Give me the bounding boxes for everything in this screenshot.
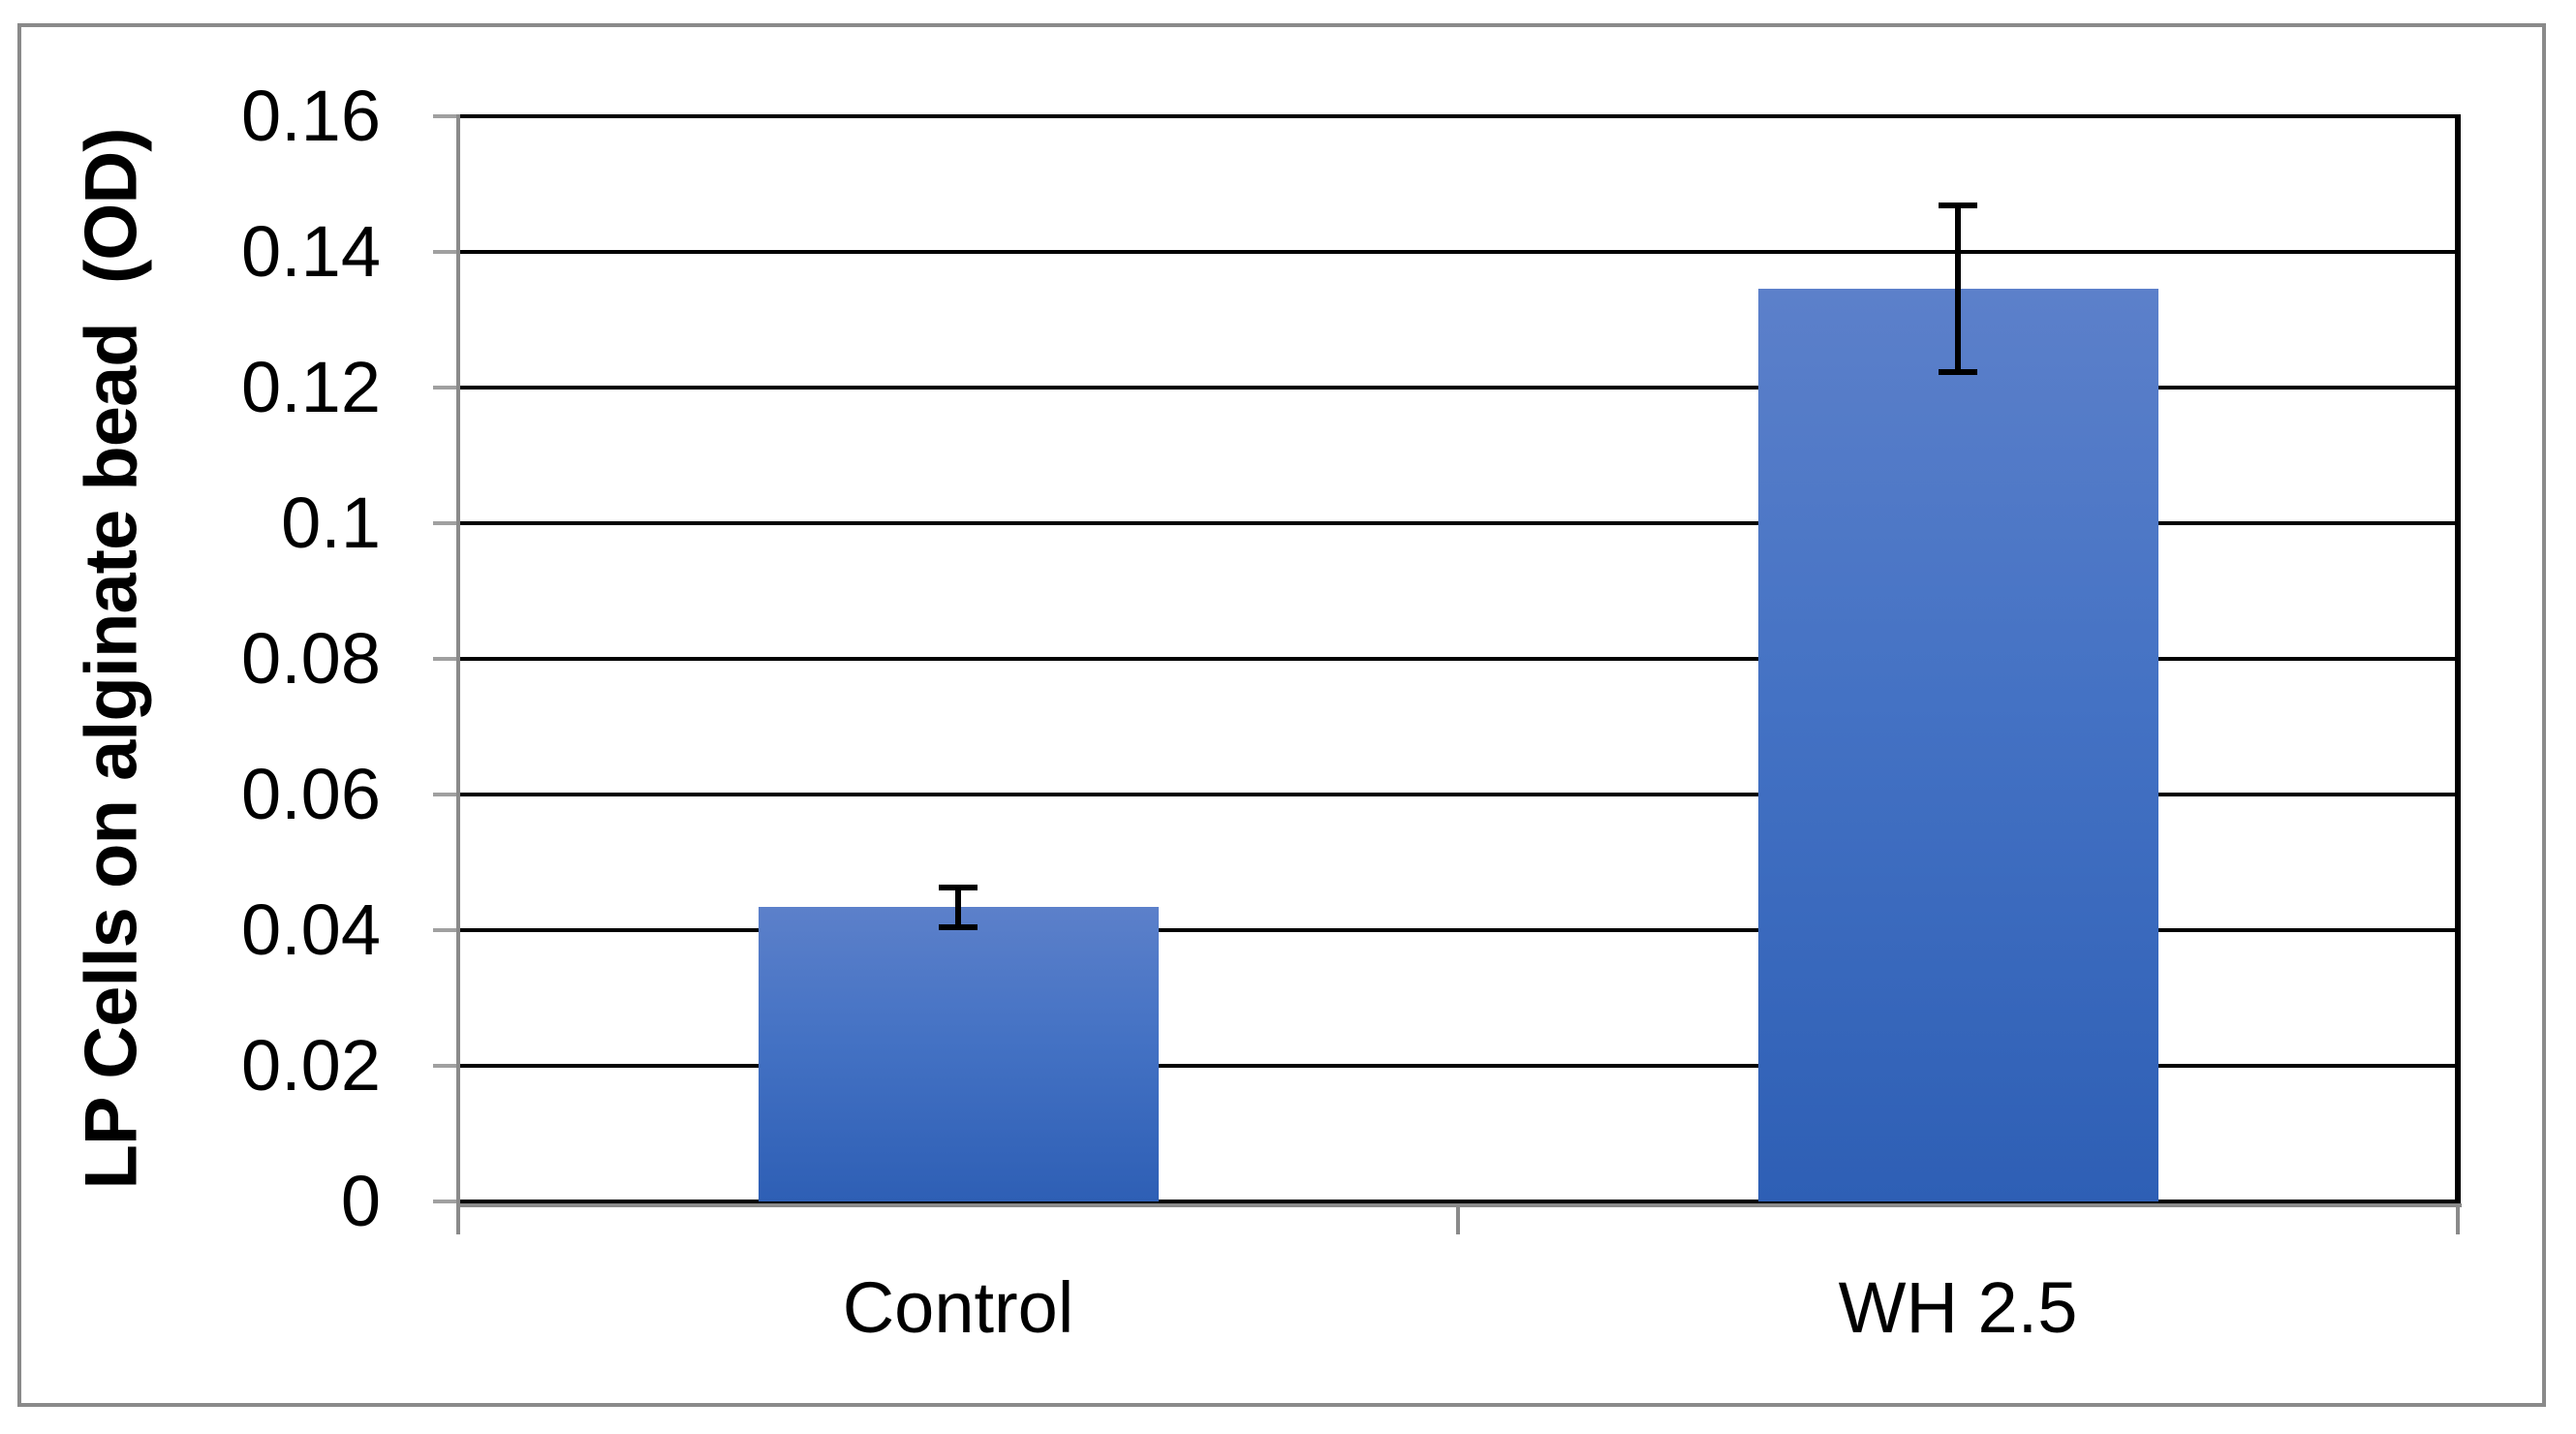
y-tick-label: 0.1 xyxy=(281,483,381,563)
error-bar-bottom-cap xyxy=(1939,368,1977,375)
y-tick-label: 0.06 xyxy=(240,754,381,834)
gridline-0.16 xyxy=(458,114,2461,118)
x-axis-tick xyxy=(2456,1207,2460,1234)
gridline-0.02 xyxy=(458,1064,2461,1068)
category-label: WH 2.5 xyxy=(1838,1267,2078,1348)
y-axis-line xyxy=(456,114,460,1207)
gridline-0 xyxy=(458,1200,2461,1203)
error-bar xyxy=(1955,206,1961,371)
gridline-0.1 xyxy=(458,521,2461,525)
y-tick-label: 0.14 xyxy=(240,211,381,292)
y-tick-label: 0.16 xyxy=(240,76,381,156)
x-axis-tick xyxy=(456,1207,460,1234)
gridline-0.06 xyxy=(458,793,2461,796)
gridline-0.14 xyxy=(458,250,2461,254)
bar-wh-2-5 xyxy=(1757,288,2158,1201)
y-axis-tick xyxy=(433,793,458,796)
y-axis-tick xyxy=(433,250,458,254)
y-tick-label: 0.08 xyxy=(240,618,381,699)
error-bar xyxy=(955,888,961,926)
y-axis-tick xyxy=(433,386,458,390)
error-bar-top-cap xyxy=(1939,203,1977,209)
gridline-0.12 xyxy=(458,386,2461,390)
y-axis-tick xyxy=(433,1064,458,1068)
y-tick-label: 0 xyxy=(340,1161,381,1241)
error-bar-top-cap xyxy=(939,884,978,890)
y-tick-label: 0.04 xyxy=(240,889,381,970)
y-axis-tick xyxy=(433,1200,458,1203)
gridline-0.08 xyxy=(458,657,2461,661)
y-axis-tick xyxy=(433,657,458,661)
y-tick-label: 0.02 xyxy=(240,1025,381,1106)
plot-right-border xyxy=(2455,114,2461,1203)
bar-control xyxy=(758,907,1159,1201)
y-tick-label: 0.12 xyxy=(240,347,381,427)
y-axis-tick xyxy=(433,928,458,932)
category-label: Control xyxy=(842,1267,1074,1348)
x-axis-line xyxy=(456,1203,2462,1207)
y-axis-tick xyxy=(433,521,458,525)
error-bar-bottom-cap xyxy=(939,923,978,930)
y-axis-tick xyxy=(433,114,458,118)
gridline-0.04 xyxy=(458,928,2461,932)
x-axis-tick xyxy=(1456,1207,1460,1234)
